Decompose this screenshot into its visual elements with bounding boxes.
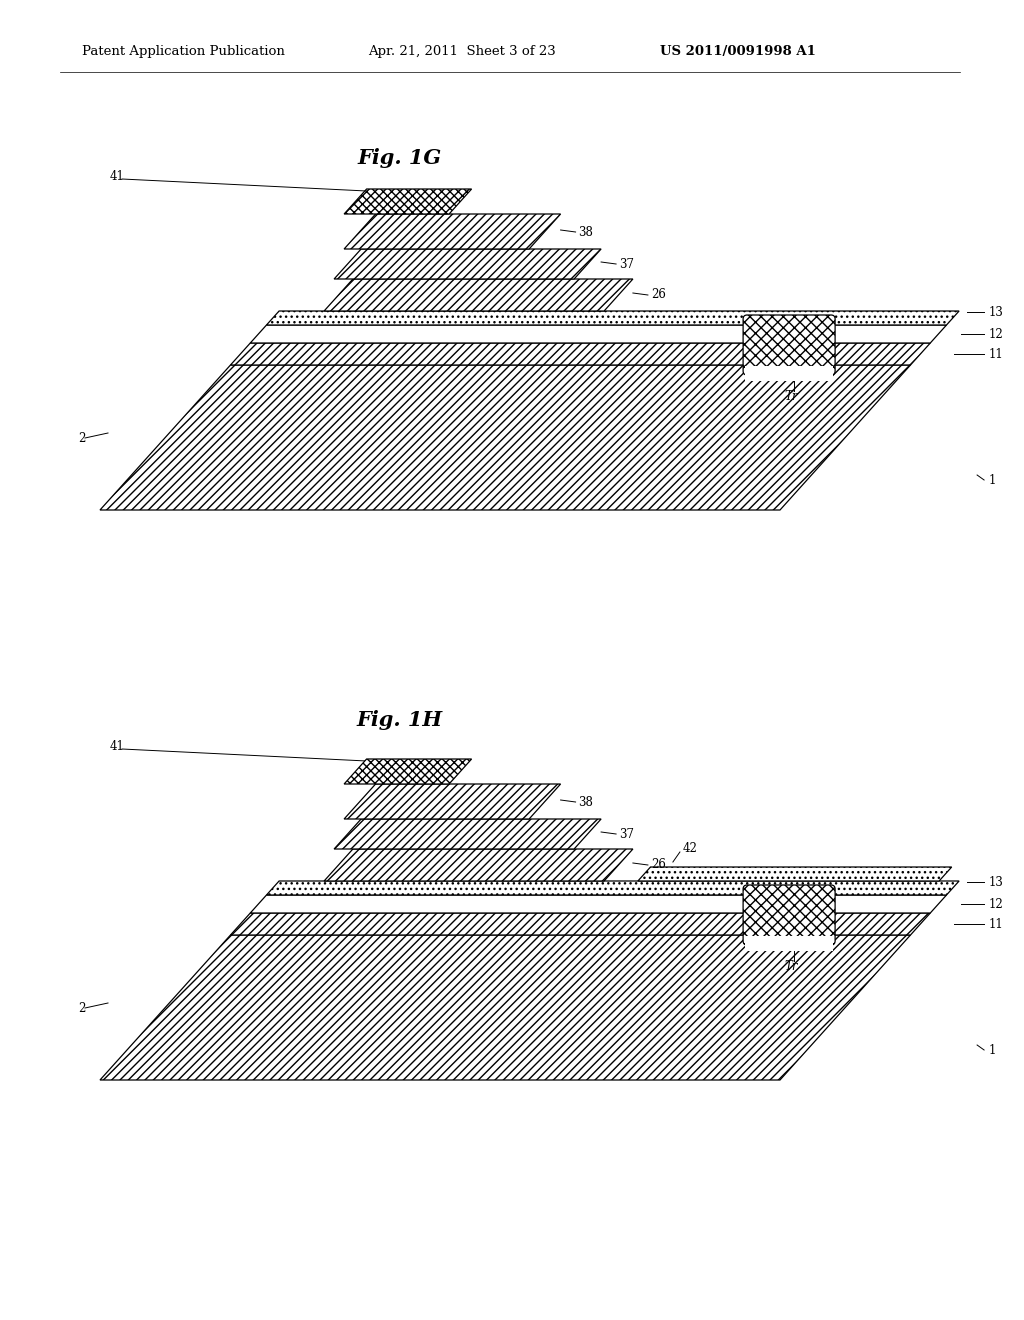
- Text: 38: 38: [579, 226, 594, 239]
- Text: 1: 1: [989, 1044, 996, 1056]
- Text: 11: 11: [989, 917, 1004, 931]
- Polygon shape: [250, 895, 946, 913]
- Text: 26: 26: [651, 858, 666, 871]
- Text: 38: 38: [579, 796, 594, 808]
- Polygon shape: [230, 913, 930, 935]
- Polygon shape: [100, 935, 910, 1080]
- Text: 37: 37: [620, 828, 634, 841]
- Polygon shape: [334, 249, 601, 279]
- Polygon shape: [230, 343, 930, 366]
- Polygon shape: [325, 849, 633, 880]
- Polygon shape: [344, 214, 560, 249]
- Text: 13: 13: [989, 875, 1004, 888]
- Polygon shape: [266, 880, 959, 895]
- Polygon shape: [344, 759, 472, 784]
- Bar: [745, 936, 834, 950]
- Text: 41: 41: [110, 170, 125, 183]
- Text: 37: 37: [620, 257, 634, 271]
- Text: 11: 11: [989, 347, 1004, 360]
- Polygon shape: [325, 279, 633, 312]
- Polygon shape: [266, 312, 959, 325]
- Text: Patent Application Publication: Patent Application Publication: [82, 45, 285, 58]
- FancyBboxPatch shape: [743, 884, 836, 945]
- Polygon shape: [100, 366, 910, 510]
- Text: Tr: Tr: [784, 389, 798, 403]
- FancyBboxPatch shape: [743, 315, 836, 375]
- Text: 2: 2: [78, 432, 85, 445]
- Text: 42: 42: [683, 842, 697, 855]
- Text: 1: 1: [989, 474, 996, 487]
- Text: Fig. 1H: Fig. 1H: [357, 710, 443, 730]
- Text: US 2011/0091998 A1: US 2011/0091998 A1: [660, 45, 816, 58]
- Polygon shape: [344, 189, 472, 214]
- Bar: [745, 366, 834, 381]
- Text: 41: 41: [110, 741, 125, 754]
- Text: 13: 13: [989, 305, 1004, 318]
- Text: 2: 2: [78, 1002, 85, 1015]
- Text: Tr: Tr: [784, 960, 798, 973]
- Text: 12: 12: [989, 327, 1004, 341]
- Text: Fig. 1G: Fig. 1G: [357, 148, 442, 168]
- Polygon shape: [638, 867, 951, 880]
- Polygon shape: [250, 325, 946, 343]
- Text: 12: 12: [989, 898, 1004, 911]
- Text: 26: 26: [651, 289, 666, 301]
- Polygon shape: [344, 784, 560, 818]
- Polygon shape: [334, 818, 601, 849]
- Text: Apr. 21, 2011  Sheet 3 of 23: Apr. 21, 2011 Sheet 3 of 23: [368, 45, 556, 58]
